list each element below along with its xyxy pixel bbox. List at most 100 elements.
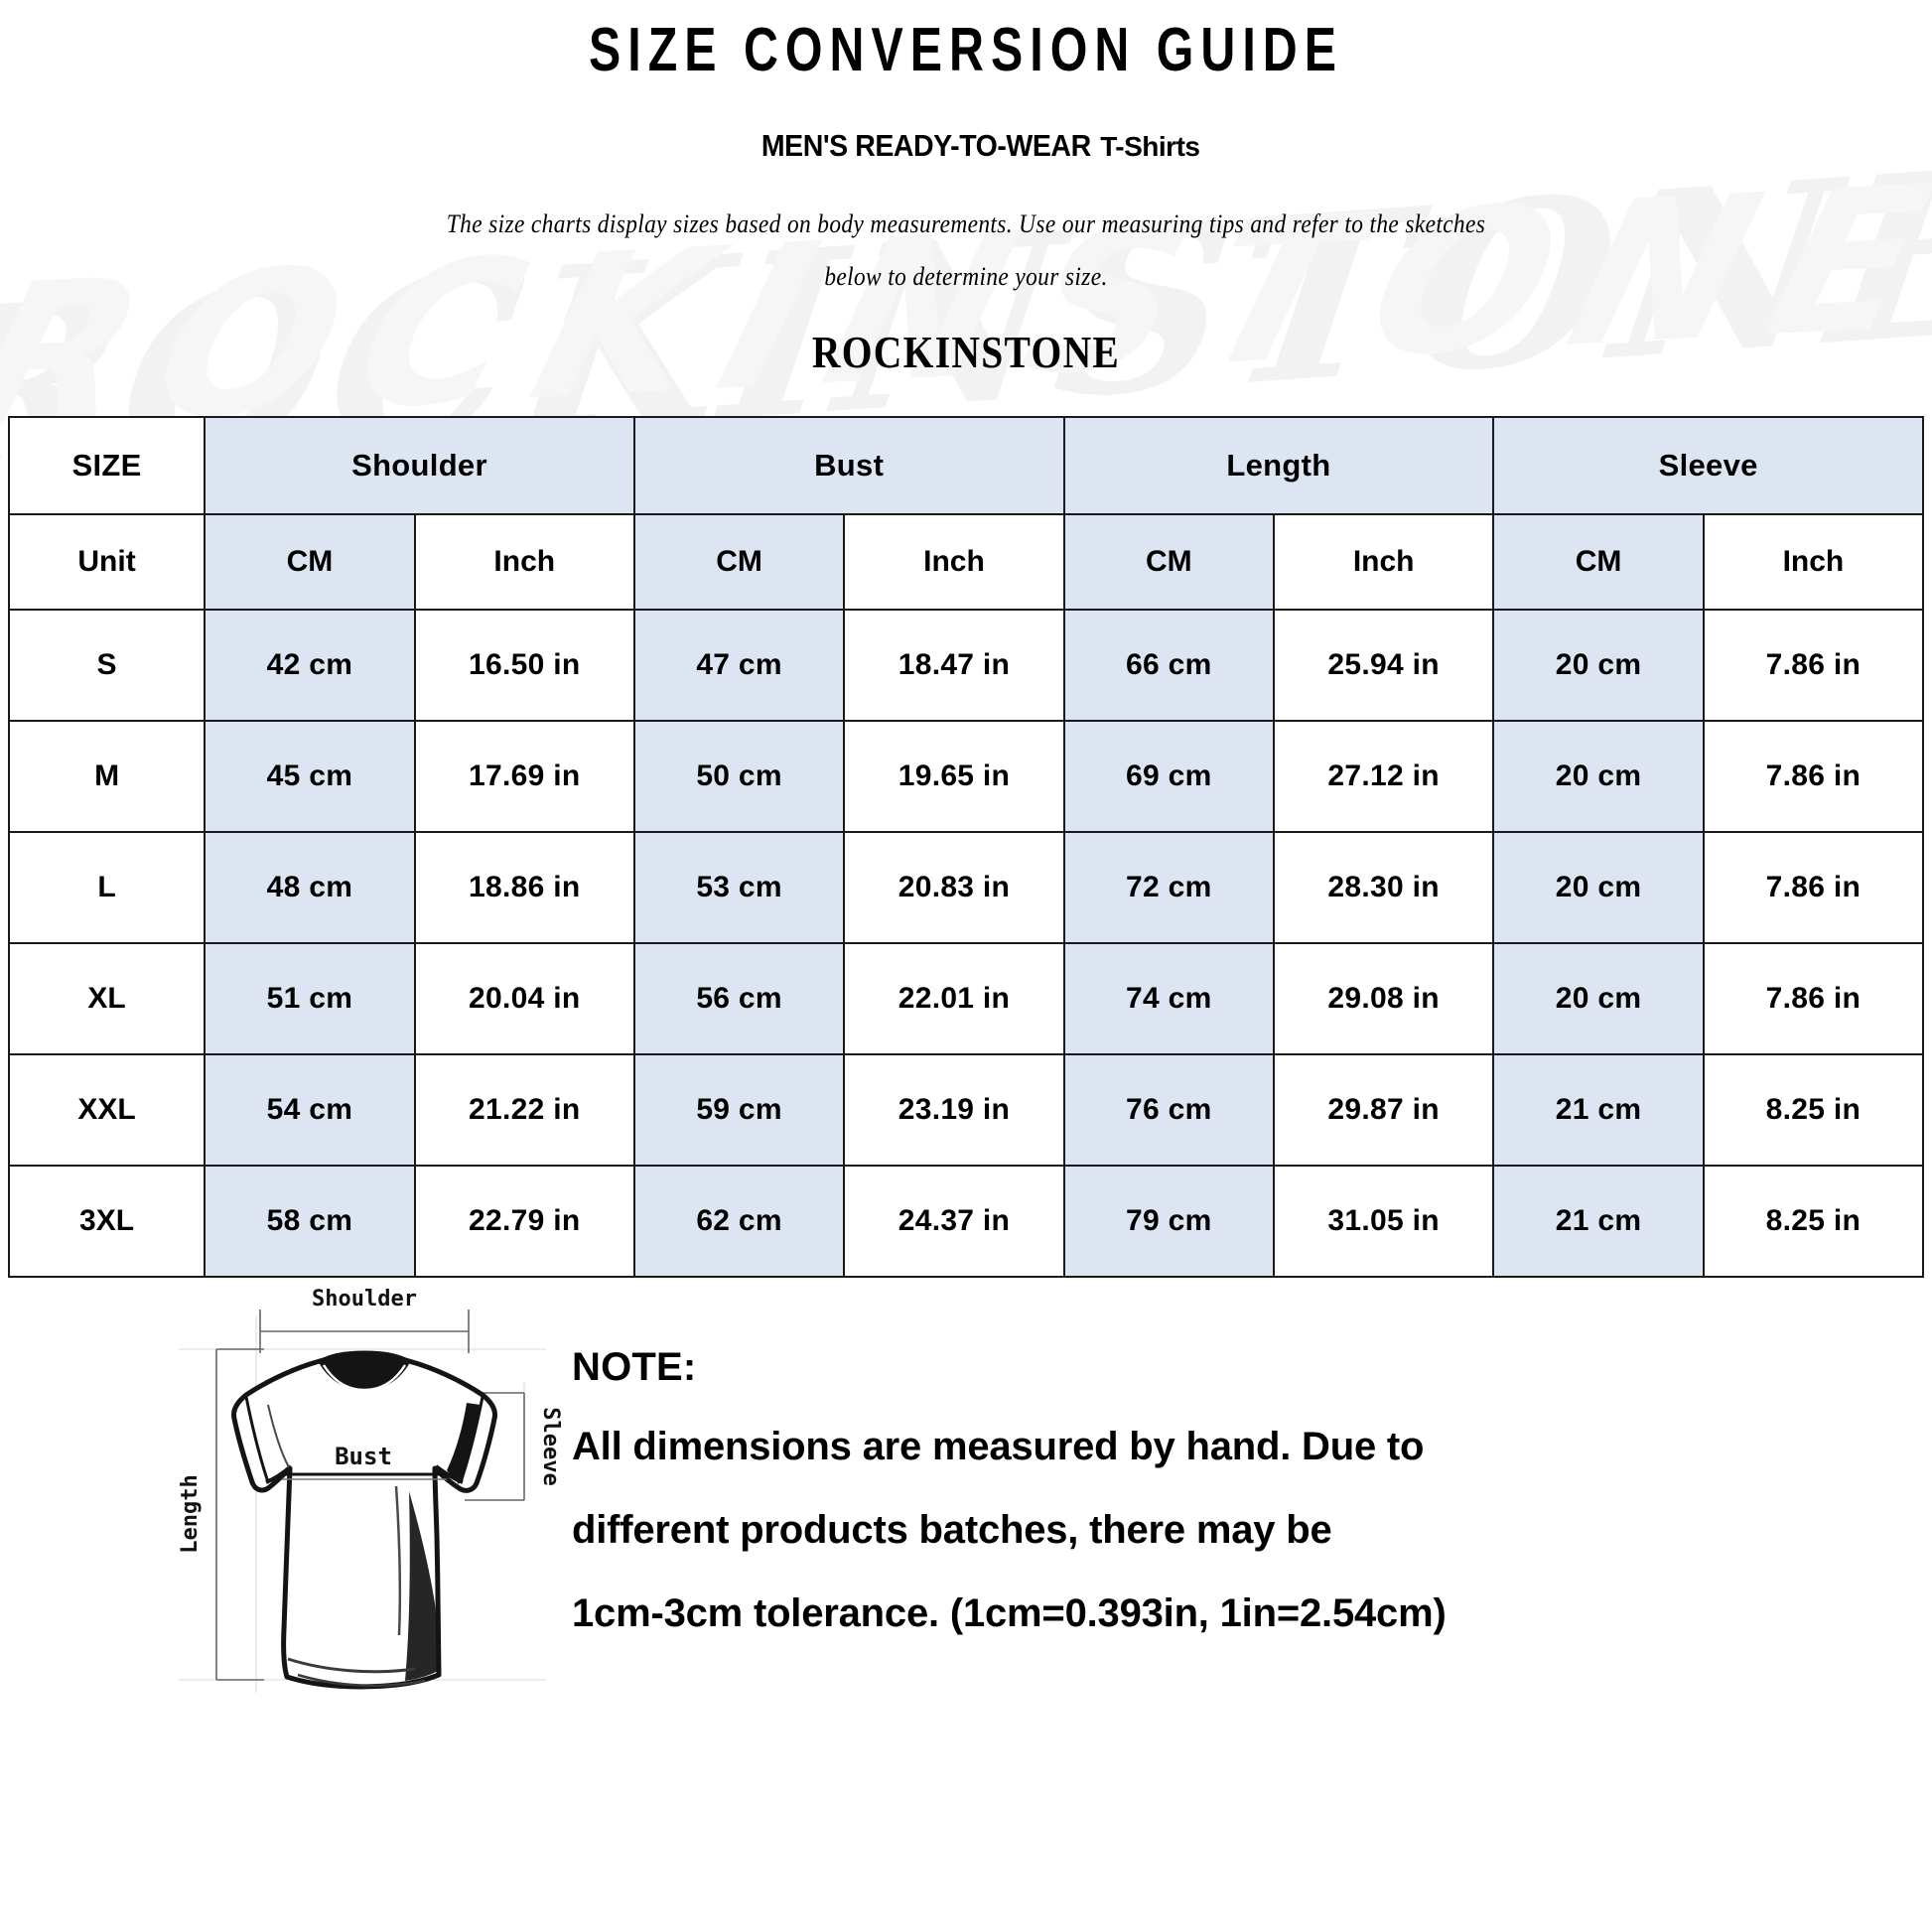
header-unit-sleeve-inch: Inch xyxy=(1702,512,1925,611)
cell-shoulder-inch: 18.86 in xyxy=(413,830,635,944)
cell-shoulder-inch: 16.50 in xyxy=(413,608,635,722)
cell-length-cm: 76 cm xyxy=(1062,1052,1276,1167)
table-row: L 48 cm 18.86 in 53 cm 20.83 in 72 cm 28… xyxy=(7,830,1925,944)
left-sleeve-fold xyxy=(244,1396,270,1483)
cell-length-cm: 66 cm xyxy=(1062,608,1276,722)
cell-sleeve-cm: 20 cm xyxy=(1492,941,1705,1055)
page-subtitle: MEN'S READY-TO-WEAR T-Shirts xyxy=(0,82,1932,164)
header-unit-sleeve-cm: CM xyxy=(1492,512,1705,611)
page-description: The size charts display sizes based on b… xyxy=(96,164,1835,304)
cell-shoulder-cm: 51 cm xyxy=(204,941,416,1055)
page-title: SIZE CONVERSION GUIDE xyxy=(588,16,1344,84)
cell-bust-cm: 62 cm xyxy=(632,1164,846,1278)
cell-shoulder-cm: 58 cm xyxy=(204,1164,416,1278)
table-row: S 42 cm 16.50 in 47 cm 18.47 in 66 cm 25… xyxy=(7,608,1925,722)
subtitle-product: T-Shirts xyxy=(1100,131,1200,163)
cell-bust-cm: 56 cm xyxy=(632,941,846,1055)
bottom-section: Shoulder Length Sleeve xyxy=(0,1278,1932,1710)
hem-wrinkle-1 xyxy=(287,1657,416,1673)
size-conversion-table: SIZE Shoulder Bust Length Sleeve Unit CM… xyxy=(7,415,1925,1278)
header-group-shoulder: Shoulder xyxy=(204,415,635,515)
right-sleeve-hem xyxy=(434,1464,464,1484)
cell-sleeve-inch: 8.25 in xyxy=(1702,1052,1925,1167)
row-size-label: 3XL xyxy=(7,1164,207,1278)
cell-shoulder-cm: 54 cm xyxy=(204,1052,416,1167)
left-sleeve-crease xyxy=(267,1404,290,1468)
cell-bust-cm: 59 cm xyxy=(632,1052,846,1167)
cell-length-inch: 29.08 in xyxy=(1273,941,1495,1055)
shoulder-label: Shoulder xyxy=(312,1288,417,1311)
table-row: XL 51 cm 20.04 in 56 cm 22.01 in 74 cm 2… xyxy=(7,941,1925,1055)
row-size-label: XXL xyxy=(7,1052,207,1167)
note-section: NOTE: All dimensions are measured by han… xyxy=(556,1288,1932,1674)
unit-header-row: Unit CM Inch CM Inch CM Inch CM Inch xyxy=(7,512,1925,611)
cell-sleeve-cm: 21 cm xyxy=(1492,1052,1705,1167)
row-size-label: S xyxy=(7,608,207,722)
cell-sleeve-inch: 7.86 in xyxy=(1702,719,1925,833)
length-dimension-line xyxy=(215,1347,264,1681)
subtitle-category: MEN'S READY-TO-WEAR xyxy=(760,128,1091,164)
header-size: SIZE xyxy=(7,415,207,515)
header-unit-shoulder-cm: CM xyxy=(204,512,416,611)
table-row: 3XL 58 cm 22.79 in 62 cm 24.37 in 79 cm … xyxy=(7,1164,1925,1278)
header-group-sleeve: Sleeve xyxy=(1492,415,1924,515)
cell-sleeve-inch: 8.25 in xyxy=(1702,1164,1925,1278)
cell-length-inch: 29.87 in xyxy=(1273,1052,1495,1167)
cell-shoulder-cm: 42 cm xyxy=(204,608,416,722)
cell-sleeve-inch: 7.86 in xyxy=(1702,830,1925,944)
row-size-label: L xyxy=(7,830,207,944)
header-unit-length-cm: CM xyxy=(1062,512,1276,611)
table-row: XXL 54 cm 21.22 in 59 cm 23.19 in 76 cm … xyxy=(7,1052,1925,1167)
body-shadow xyxy=(405,1490,438,1681)
cell-sleeve-cm: 20 cm xyxy=(1492,608,1705,722)
cell-bust-inch: 20.83 in xyxy=(843,830,1065,944)
cell-length-inch: 28.30 in xyxy=(1273,830,1495,944)
tshirt-measurement-diagram: Shoulder Length Sleeve xyxy=(0,1287,563,1710)
row-size-label: XL xyxy=(7,941,207,1055)
cell-length-inch: 31.05 in xyxy=(1273,1164,1495,1278)
cell-shoulder-inch: 20.04 in xyxy=(413,941,635,1055)
sleeve-dimension-line xyxy=(465,1391,525,1501)
cell-sleeve-cm: 20 cm xyxy=(1492,830,1705,944)
cell-bust-inch: 23.19 in xyxy=(843,1052,1065,1167)
cell-sleeve-inch: 7.86 in xyxy=(1702,608,1925,722)
header-unit-bust-cm: CM xyxy=(632,512,846,611)
header-group-bust: Bust xyxy=(632,415,1065,515)
cell-sleeve-inch: 7.86 in xyxy=(1702,941,1925,1055)
note-line-3: 1cm-3cm tolerance. (1cm=0.393in, 1in=2.5… xyxy=(572,1590,1447,1635)
cell-shoulder-inch: 17.69 in xyxy=(413,719,635,833)
cell-shoulder-cm: 45 cm xyxy=(204,719,416,833)
header-unit-shoulder-inch: Inch xyxy=(413,512,635,611)
cell-bust-inch: 22.01 in xyxy=(843,941,1065,1055)
shoulder-dimension-line xyxy=(259,1309,470,1353)
cell-bust-cm: 53 cm xyxy=(632,830,846,944)
cell-bust-inch: 24.37 in xyxy=(843,1164,1065,1278)
description-line-1: The size charts display sizes based on b… xyxy=(446,209,1486,239)
table-head: SIZE Shoulder Bust Length Sleeve Unit CM… xyxy=(7,415,1925,611)
cell-bust-cm: 50 cm xyxy=(632,719,846,833)
header-unit: Unit xyxy=(7,512,207,611)
cell-length-cm: 69 cm xyxy=(1062,719,1276,833)
note-line-2: different products batches, there may be xyxy=(572,1507,1332,1552)
length-label: Length xyxy=(178,1474,203,1553)
cell-length-cm: 79 cm xyxy=(1062,1164,1276,1278)
cell-length-cm: 72 cm xyxy=(1062,830,1276,944)
cell-length-inch: 27.12 in xyxy=(1273,719,1495,833)
description-line-2: below to determine your size. xyxy=(824,262,1108,292)
cell-sleeve-cm: 20 cm xyxy=(1492,719,1705,833)
right-sleeve-shadow xyxy=(447,1402,481,1484)
left-sleeve-hem xyxy=(265,1464,293,1484)
bust-dimension-line xyxy=(282,1472,447,1480)
cell-length-cm: 74 cm xyxy=(1062,941,1276,1055)
table-row: M 45 cm 17.69 in 50 cm 19.65 in 69 cm 27… xyxy=(7,719,1925,833)
cell-bust-inch: 19.65 in xyxy=(843,719,1065,833)
size-table-container: SIZE Shoulder Bust Length Sleeve Unit CM… xyxy=(7,378,1925,1278)
sleeve-label: Sleeve xyxy=(538,1407,563,1485)
hem-wrinkle-2 xyxy=(297,1673,426,1687)
cell-bust-cm: 47 cm xyxy=(632,608,846,722)
collar-inner-line xyxy=(322,1364,407,1391)
header-group-length: Length xyxy=(1062,415,1495,515)
brand-name: ROCKINSTONE xyxy=(811,326,1121,377)
cell-sleeve-cm: 21 cm xyxy=(1492,1164,1705,1278)
